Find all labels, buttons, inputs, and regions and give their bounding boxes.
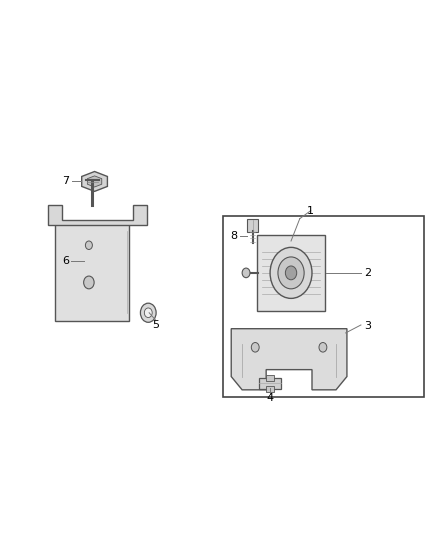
FancyBboxPatch shape (266, 385, 274, 392)
FancyBboxPatch shape (257, 235, 325, 311)
Circle shape (242, 268, 250, 278)
Circle shape (251, 343, 259, 352)
Text: 1: 1 (307, 206, 314, 216)
Text: 6: 6 (62, 256, 69, 266)
Circle shape (319, 343, 327, 352)
FancyBboxPatch shape (266, 375, 274, 381)
Circle shape (85, 241, 92, 249)
Text: 8: 8 (231, 231, 238, 241)
Polygon shape (82, 172, 107, 191)
Bar (223, 216, 424, 397)
Circle shape (145, 308, 152, 318)
Text: 3: 3 (364, 321, 371, 331)
Circle shape (141, 303, 156, 322)
Circle shape (270, 247, 312, 298)
Text: 5: 5 (152, 320, 159, 330)
Polygon shape (231, 329, 347, 390)
Text: 2: 2 (364, 268, 371, 278)
Circle shape (84, 276, 94, 289)
Text: 4: 4 (266, 393, 274, 403)
Polygon shape (48, 205, 147, 225)
Circle shape (278, 257, 304, 289)
Text: 7: 7 (62, 176, 69, 187)
FancyBboxPatch shape (55, 223, 130, 321)
Polygon shape (88, 176, 102, 187)
Polygon shape (259, 378, 281, 389)
Circle shape (286, 266, 297, 280)
FancyBboxPatch shape (247, 219, 258, 232)
